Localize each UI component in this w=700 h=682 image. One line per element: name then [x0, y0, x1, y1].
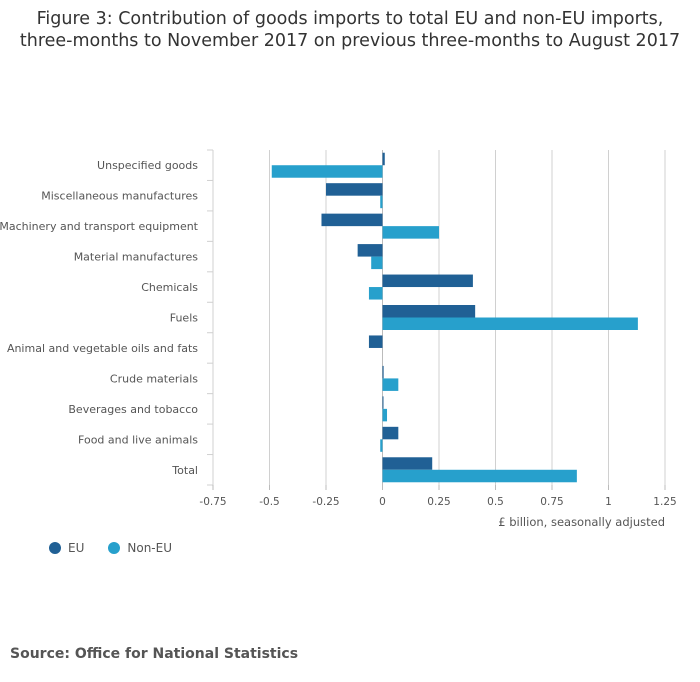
source-note: Source: Office for National Statistics: [10, 646, 299, 662]
bar-eu[interactable]: [382, 457, 433, 470]
category-label: Material manufactures: [74, 251, 199, 264]
legend: EU Non-EU: [49, 541, 196, 555]
category-label: Beverages and tobacco: [68, 403, 198, 416]
bar-eu[interactable]: [357, 244, 383, 257]
tick-label: 1.25: [653, 496, 676, 508]
bar-eu[interactable]: [368, 335, 383, 348]
legend-label-non-eu: Non-EU: [127, 541, 172, 555]
tick-label: -0.75: [199, 496, 226, 508]
bar-eu[interactable]: [382, 396, 384, 409]
category-label: Animal and vegetable oils and fats: [7, 342, 198, 355]
tick-label: 0.5: [487, 496, 504, 508]
bar-non-eu[interactable]: [380, 439, 383, 452]
category-label: Machinery and transport equipment: [0, 220, 199, 233]
tick-label: 0: [379, 496, 386, 508]
tick-label: 0.25: [427, 496, 450, 508]
bar-non-eu[interactable]: [371, 256, 383, 270]
bar-eu[interactable]: [382, 152, 385, 166]
category-labels: Unspecified goods Miscellaneous manufactu…: [0, 159, 199, 477]
bar-non-eu[interactable]: [382, 317, 638, 331]
x-axis-ticks: -0.75 -0.5 -0.25 0 0.25 0.5 0.75 1 1.25: [199, 485, 677, 508]
bars: [271, 152, 638, 483]
category-label: Fuels: [170, 312, 199, 325]
bar-non-eu[interactable]: [382, 378, 399, 391]
category-label: Miscellaneous manufactures: [41, 190, 198, 203]
legend-marker-non-eu: [108, 542, 121, 554]
bar-eu[interactable]: [321, 213, 383, 227]
bar-non-eu[interactable]: [382, 408, 388, 422]
category-label: Food and live animals: [78, 433, 198, 446]
x-axis-title: £ billion, seasonally adjusted: [498, 515, 665, 529]
bar-non-eu[interactable]: [380, 195, 383, 209]
category-label: Total: [171, 464, 198, 477]
bar-eu[interactable]: [382, 274, 473, 288]
bar-chart: Unspecified goods Miscellaneous manufactu…: [0, 149, 677, 529]
tick-label: -0.5: [259, 496, 280, 508]
bar-non-eu[interactable]: [271, 165, 383, 178]
bar-non-eu[interactable]: [368, 287, 383, 300]
bar-non-eu[interactable]: [382, 226, 440, 239]
legend-label-eu: EU: [68, 541, 85, 555]
bar-eu[interactable]: [382, 365, 384, 379]
chart-title: Figure 3: Contribution of goods imports …: [0, 8, 700, 52]
category-label: Chemicals: [141, 281, 198, 294]
legend-marker-eu: [49, 542, 61, 554]
tick-label: 1: [605, 496, 612, 508]
tick-label: -0.25: [312, 496, 339, 508]
legend-item-non-eu[interactable]: Non-EU: [108, 541, 172, 555]
category-label: Unspecified goods: [97, 159, 198, 172]
category-label: Crude materials: [110, 372, 198, 385]
bar-eu[interactable]: [382, 305, 476, 318]
bar-eu[interactable]: [326, 183, 383, 196]
tick-label: 0.75: [540, 496, 563, 508]
bar-eu[interactable]: [382, 426, 399, 440]
legend-item-eu[interactable]: EU: [49, 541, 84, 555]
bar-non-eu[interactable]: [382, 469, 577, 483]
chart-title-line2: three-months to November 2017 on previou…: [19, 31, 681, 51]
chart-title-line1: Figure 3: Contribution of goods imports …: [36, 9, 664, 29]
